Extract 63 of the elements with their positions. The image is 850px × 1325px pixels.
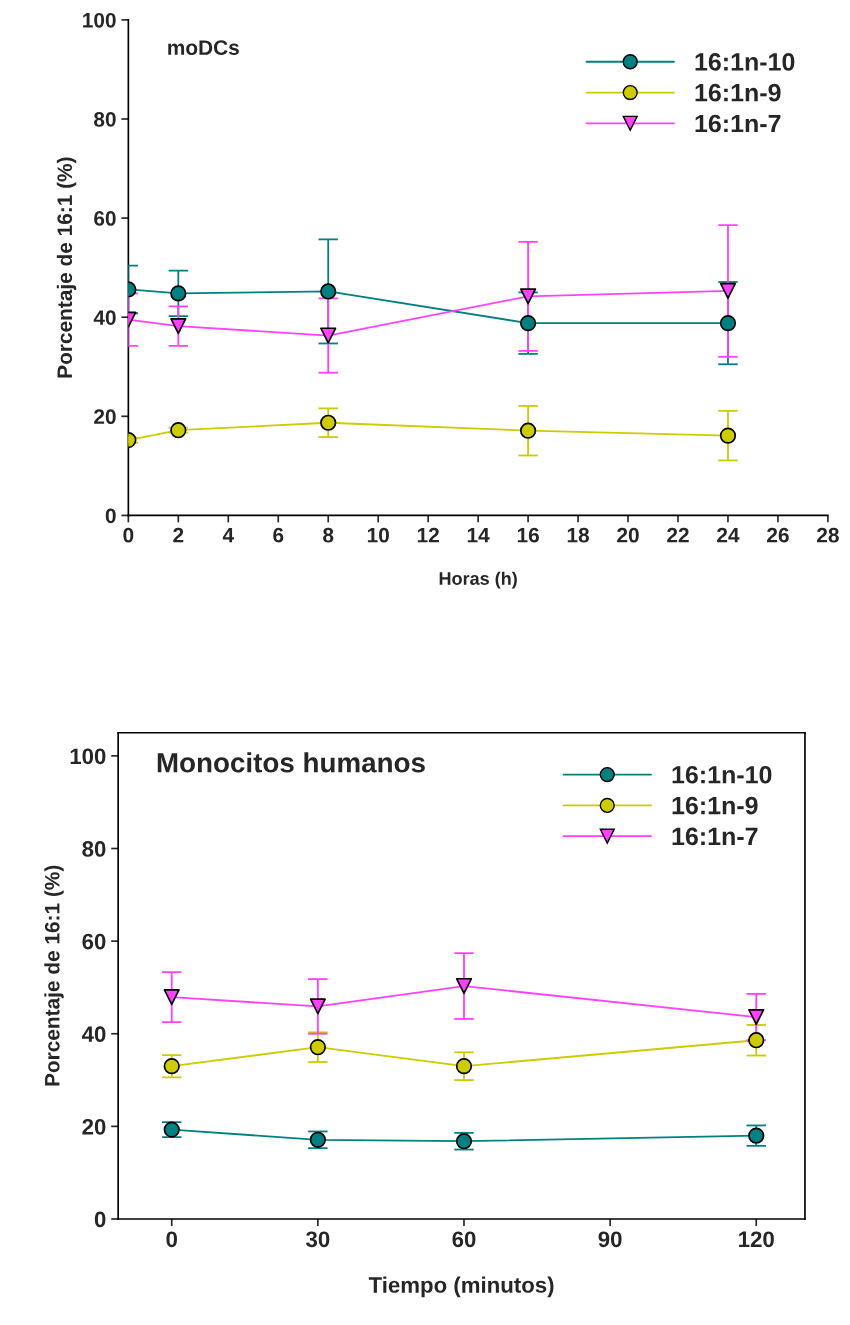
text: Monocitos humanos: [157, 752, 425, 773]
point: [519, 288, 537, 305]
x-tick-label: 0: [123, 527, 134, 543]
x-tick-label: 16: [517, 527, 539, 543]
y-tick-label: 40: [81, 1026, 106, 1043]
y-tick-label: 20: [82, 1118, 106, 1135]
point: [719, 315, 737, 332]
point: [320, 283, 337, 300]
point: [163, 989, 180, 1006]
x-tick-label: 120: [739, 1231, 774, 1248]
y-tick-label: 60: [94, 211, 116, 226]
point: [455, 977, 473, 995]
y-tick-label: 0: [105, 508, 116, 524]
y-tick-label: 100: [83, 12, 116, 28]
point: [309, 1039, 326, 1056]
x-tick-label: 2: [173, 527, 184, 543]
legend-label: 16:1n-10: [672, 765, 772, 784]
point: [320, 327, 337, 344]
legend-label: 16:1n-10: [695, 53, 795, 71]
x-tick-label: 12: [417, 527, 439, 543]
point: [748, 1008, 765, 1026]
point: [170, 285, 187, 302]
point: [309, 998, 326, 1015]
x-tick-label: 26: [767, 527, 789, 543]
point: [748, 1032, 765, 1049]
x-tick-label: 8: [323, 527, 334, 543]
x-tick-label: 60: [452, 1231, 476, 1248]
x-tick-label: 30: [306, 1231, 330, 1248]
x-tick-label: 22: [667, 527, 689, 543]
point: [519, 422, 537, 439]
x-tick-label: 6: [273, 527, 284, 543]
x-tick-label: 28: [817, 527, 839, 543]
y-tick-label: 100: [70, 748, 106, 765]
y-tick-label: 80: [82, 841, 106, 857]
x-axis-title: Horas (h): [439, 571, 517, 589]
y-tick-label: 40: [93, 310, 116, 325]
x-tick-label: 14: [467, 528, 490, 543]
legend-label: 16:1n-7: [695, 114, 781, 133]
point: [170, 422, 187, 439]
point: [455, 1058, 473, 1075]
x-tick-label: 18: [567, 527, 590, 543]
x-tick-label: 90: [598, 1231, 622, 1248]
y-tick-label: 20: [94, 409, 116, 425]
y-axis-title: Porcentaje de 16:1 (%): [56, 157, 77, 378]
x-axis-title: Tiempo (minutos): [368, 1276, 554, 1298]
y-axis-title: Porcentaje de 16:1 (%): [44, 865, 64, 1086]
x-tick-label: 10: [367, 527, 389, 543]
point: [519, 315, 537, 332]
point: [170, 318, 187, 335]
x-tick-label: 20: [617, 527, 639, 543]
point: [320, 414, 337, 431]
x-tick-label: 0: [166, 1231, 177, 1248]
point: [719, 282, 737, 300]
legend-label: 16:1n-9: [695, 83, 781, 102]
x-tick-label: 4: [222, 528, 234, 543]
text: moDCs: [168, 40, 239, 55]
y-tick-label: 60: [82, 933, 106, 950]
legend-label: 16:1n-7: [672, 827, 758, 846]
point: [719, 427, 737, 444]
x-tick-label: 24: [717, 527, 740, 543]
y-tick-label: 0: [94, 1211, 106, 1228]
legend-label: 16:1n-9: [672, 796, 758, 815]
y-tick-label: 80: [94, 111, 116, 127]
